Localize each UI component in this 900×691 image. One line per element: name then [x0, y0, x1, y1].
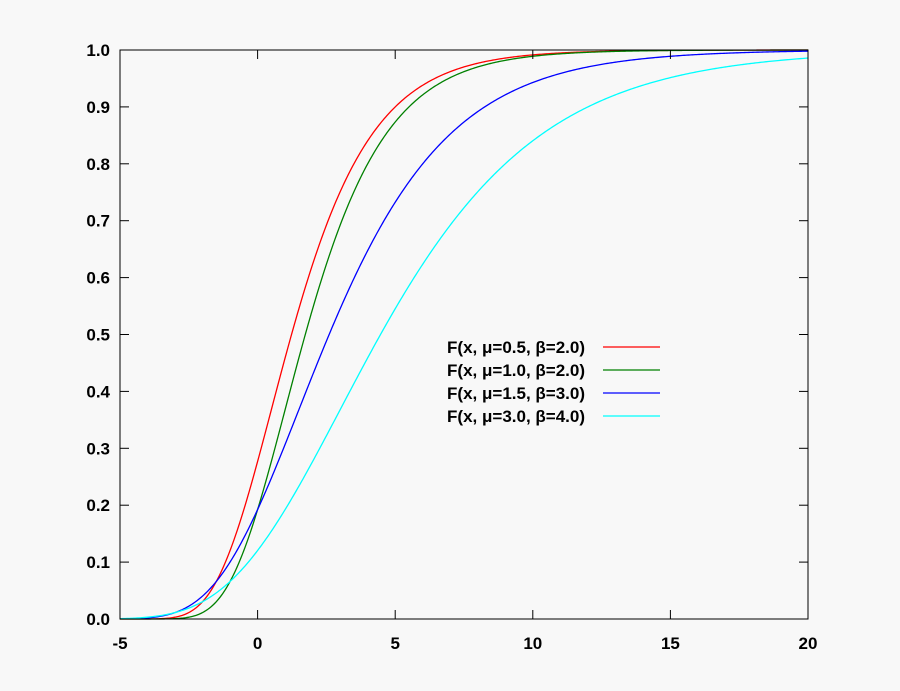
- y-tick-label: 0.8: [86, 155, 110, 174]
- legend: F(x, μ=0.5, β=2.0) F(x, μ=1.0, β=2.0) F(x,…: [447, 338, 660, 426]
- x-tick-label: -5: [112, 634, 127, 653]
- series-line-4: [119, 57, 809, 620]
- y-tick-label: 0.9: [86, 98, 110, 117]
- y-tick-label: 0.3: [86, 439, 110, 458]
- legend-label: F(x, μ=0.5, β=2.0): [447, 338, 585, 357]
- series-line-3: [119, 50, 809, 620]
- ticks: -5 0 5 10 15 20 0.0 0.1 0.2 0.3 0.4 0.5 0.6 0.7 0.8 0.9…: [86, 41, 817, 653]
- legend-label: F(x, μ=1.0, β=2.0): [447, 361, 585, 380]
- y-tick-label: 0.0: [86, 610, 110, 629]
- y-tick-label: 0.7: [86, 212, 110, 231]
- x-tick-label: 15: [661, 634, 680, 653]
- legend-label: F(x, μ=3.0, β=4.0): [447, 407, 585, 426]
- plot-frame: [119, 49, 809, 620]
- y-tick-label: 0.4: [86, 382, 110, 401]
- x-tick-label: 10: [523, 634, 542, 653]
- legend-label: F(x, μ=1.5, β=3.0): [447, 384, 585, 403]
- x-tick-label: 5: [390, 634, 399, 653]
- series-line-1: [120, 49, 808, 620]
- series-line-2: [120, 49, 808, 620]
- y-tick-label: 0.5: [86, 326, 110, 345]
- x-tick-label: 20: [799, 634, 818, 653]
- y-tick-label: 0.6: [86, 269, 110, 288]
- y-tick-label: 0.2: [86, 496, 110, 515]
- y-tick-label: 1.0: [86, 41, 110, 60]
- y-tick-label: 0.1: [86, 553, 110, 572]
- x-tick-label: 0: [253, 634, 262, 653]
- curves: [119, 49, 809, 620]
